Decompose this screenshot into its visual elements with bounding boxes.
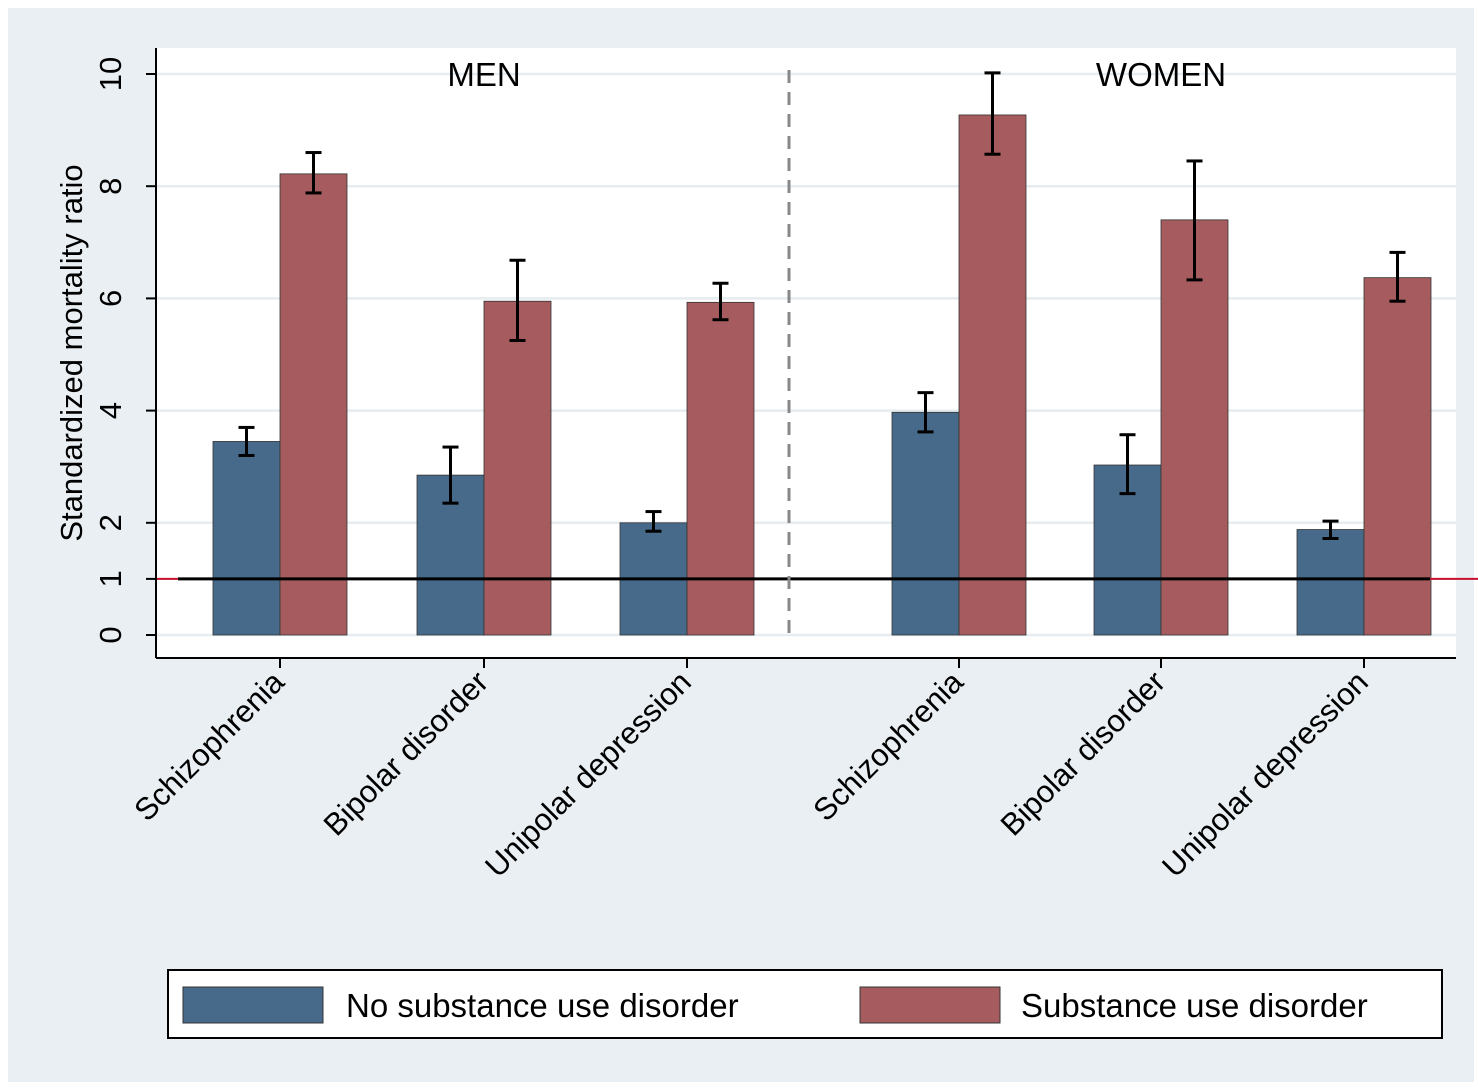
legend-box — [167, 969, 1443, 1039]
bar — [483, 300, 552, 636]
bar — [958, 114, 1027, 636]
bar — [212, 441, 281, 636]
y-tick-label: 8 — [93, 178, 128, 195]
bar — [1296, 529, 1365, 636]
bar — [891, 411, 960, 636]
bar — [1160, 219, 1229, 636]
group-label: MEN — [447, 56, 520, 93]
error-bars — [238, 71, 1406, 541]
y-tick-label: 10 — [93, 57, 128, 91]
legend-swatch — [859, 986, 1001, 1024]
bar — [686, 301, 755, 636]
y-tick-label: 1 — [93, 570, 128, 587]
axes — [155, 48, 1456, 659]
y-tick-label: 6 — [93, 290, 128, 307]
y-tick-label: 2 — [93, 514, 128, 531]
group-labels: MEN WOMEN — [447, 56, 1226, 93]
legend-label: No substance use disorder — [346, 987, 739, 1024]
plot-background — [156, 48, 1456, 658]
bar — [1363, 277, 1432, 636]
legend-label: Substance use disorder — [1021, 987, 1368, 1024]
bar — [279, 173, 348, 636]
group-label: WOMEN — [1096, 56, 1226, 93]
y-tick-label: 0 — [93, 626, 128, 643]
legend-swatch — [182, 986, 324, 1024]
y-ticks: 0 1 2 4 6 8 10 — [93, 57, 156, 644]
y-tick-label: 4 — [93, 402, 128, 419]
legend: No substance use disorder Substance use d… — [167, 969, 1443, 1039]
y-axis-label: Standardized mortality ratio — [54, 164, 89, 541]
gridlines — [156, 72, 1456, 637]
